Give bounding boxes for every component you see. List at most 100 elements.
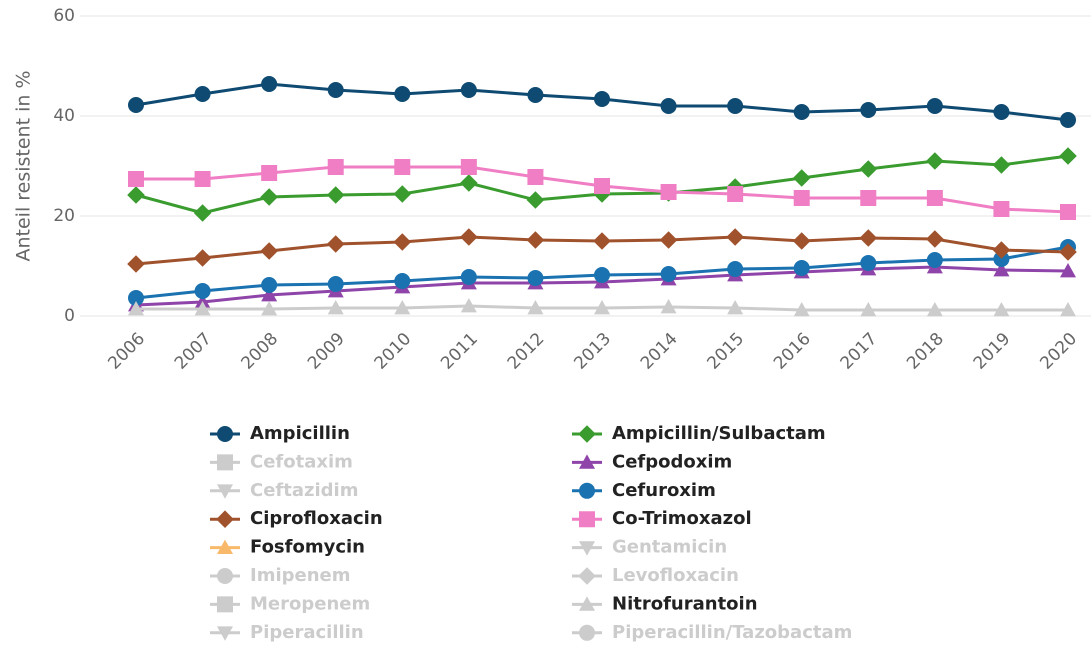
x-tick-label: 2019 bbox=[970, 329, 1015, 374]
marker bbox=[393, 185, 412, 203]
marker bbox=[992, 156, 1011, 174]
marker bbox=[128, 290, 144, 306]
legend-label: Levofloxacin bbox=[612, 565, 739, 586]
marker bbox=[992, 241, 1011, 259]
x-tick-label: 2018 bbox=[903, 329, 948, 374]
marker bbox=[217, 539, 233, 554]
marker bbox=[578, 425, 596, 443]
marker bbox=[327, 300, 344, 315]
marker bbox=[128, 97, 144, 113]
x-tick-label: 2016 bbox=[770, 329, 815, 374]
y-tick-label: 20 bbox=[53, 206, 75, 226]
marker bbox=[594, 267, 610, 283]
legend-label: Cefotaxim bbox=[250, 451, 353, 472]
x-tick-label: 2017 bbox=[837, 329, 882, 374]
y-tick-label: 40 bbox=[53, 106, 75, 126]
marker bbox=[460, 159, 477, 175]
marker bbox=[327, 82, 344, 98]
marker bbox=[128, 171, 144, 187]
legend-label: Ceftazidim bbox=[250, 480, 358, 501]
marker bbox=[993, 262, 1010, 277]
marker bbox=[579, 482, 595, 499]
marker bbox=[128, 301, 144, 316]
marker bbox=[460, 174, 478, 192]
marker bbox=[261, 277, 278, 293]
marker bbox=[659, 231, 678, 249]
marker bbox=[217, 484, 233, 499]
marker bbox=[260, 188, 278, 206]
x-tick-label: 2011 bbox=[437, 329, 482, 374]
marker bbox=[527, 169, 544, 185]
marker bbox=[127, 186, 145, 204]
marker bbox=[217, 626, 233, 641]
marker bbox=[993, 251, 1010, 267]
marker bbox=[594, 178, 610, 194]
marker bbox=[1059, 147, 1077, 165]
marker bbox=[527, 270, 544, 286]
x-tick-label: 2006 bbox=[104, 329, 149, 374]
marker bbox=[660, 184, 677, 200]
x-tick-label: 2007 bbox=[171, 329, 216, 374]
legend-label: Co-Trimoxazol bbox=[612, 508, 752, 529]
legend-label: Meropenem bbox=[250, 593, 370, 614]
legend-label: Imipenem bbox=[250, 565, 351, 586]
marker bbox=[460, 82, 477, 98]
marker bbox=[394, 86, 411, 102]
marker bbox=[593, 232, 611, 250]
marker bbox=[579, 511, 595, 528]
marker bbox=[578, 567, 596, 585]
x-tick-label: 2008 bbox=[237, 329, 282, 374]
legend-label: Piperacillin/Tazobactam bbox=[612, 622, 852, 643]
marker bbox=[860, 190, 877, 206]
marker bbox=[926, 230, 944, 248]
x-tick-label: 2015 bbox=[703, 329, 748, 374]
marker bbox=[579, 454, 595, 469]
legend-label: Piperacillin bbox=[250, 622, 364, 643]
legend-label: Cefuroxim bbox=[612, 480, 716, 501]
marker bbox=[527, 300, 544, 315]
marker bbox=[1060, 112, 1076, 128]
marker bbox=[926, 152, 944, 170]
marker bbox=[594, 300, 610, 315]
legend-label: Ampicillin bbox=[250, 423, 350, 444]
marker bbox=[261, 287, 278, 302]
marker bbox=[926, 98, 943, 114]
y-axis-label: Anteil resistent in % bbox=[13, 70, 35, 261]
marker bbox=[261, 301, 278, 316]
marker bbox=[217, 426, 233, 442]
marker bbox=[727, 98, 744, 114]
marker bbox=[1059, 243, 1077, 261]
legend-label: Nitrofurantoin bbox=[612, 593, 758, 614]
marker bbox=[993, 201, 1010, 217]
legend-label: Gentamicin bbox=[612, 537, 727, 558]
marker bbox=[727, 300, 744, 315]
x-tick-label: 2010 bbox=[371, 329, 416, 374]
marker bbox=[860, 255, 877, 271]
marker bbox=[793, 104, 810, 120]
marker bbox=[194, 171, 211, 187]
marker bbox=[993, 302, 1010, 317]
marker bbox=[460, 298, 477, 313]
marker bbox=[726, 228, 744, 246]
legend-label: Cefpodoxim bbox=[612, 451, 732, 472]
marker bbox=[260, 242, 278, 260]
x-tick-label: 2013 bbox=[570, 329, 615, 374]
marker bbox=[792, 169, 811, 187]
marker bbox=[926, 302, 943, 317]
marker bbox=[327, 276, 344, 292]
x-tick-label: 2020 bbox=[1036, 329, 1081, 374]
marker bbox=[793, 302, 810, 317]
marker bbox=[1060, 204, 1076, 220]
marker bbox=[660, 98, 677, 114]
x-tick-label: 2012 bbox=[504, 329, 549, 374]
marker bbox=[594, 91, 610, 107]
marker bbox=[194, 301, 211, 316]
marker bbox=[793, 260, 810, 276]
marker bbox=[394, 300, 411, 315]
marker bbox=[193, 204, 212, 222]
marker bbox=[326, 186, 345, 204]
marker bbox=[579, 541, 595, 556]
marker bbox=[926, 190, 943, 206]
marker bbox=[1060, 263, 1076, 278]
marker bbox=[216, 510, 234, 528]
